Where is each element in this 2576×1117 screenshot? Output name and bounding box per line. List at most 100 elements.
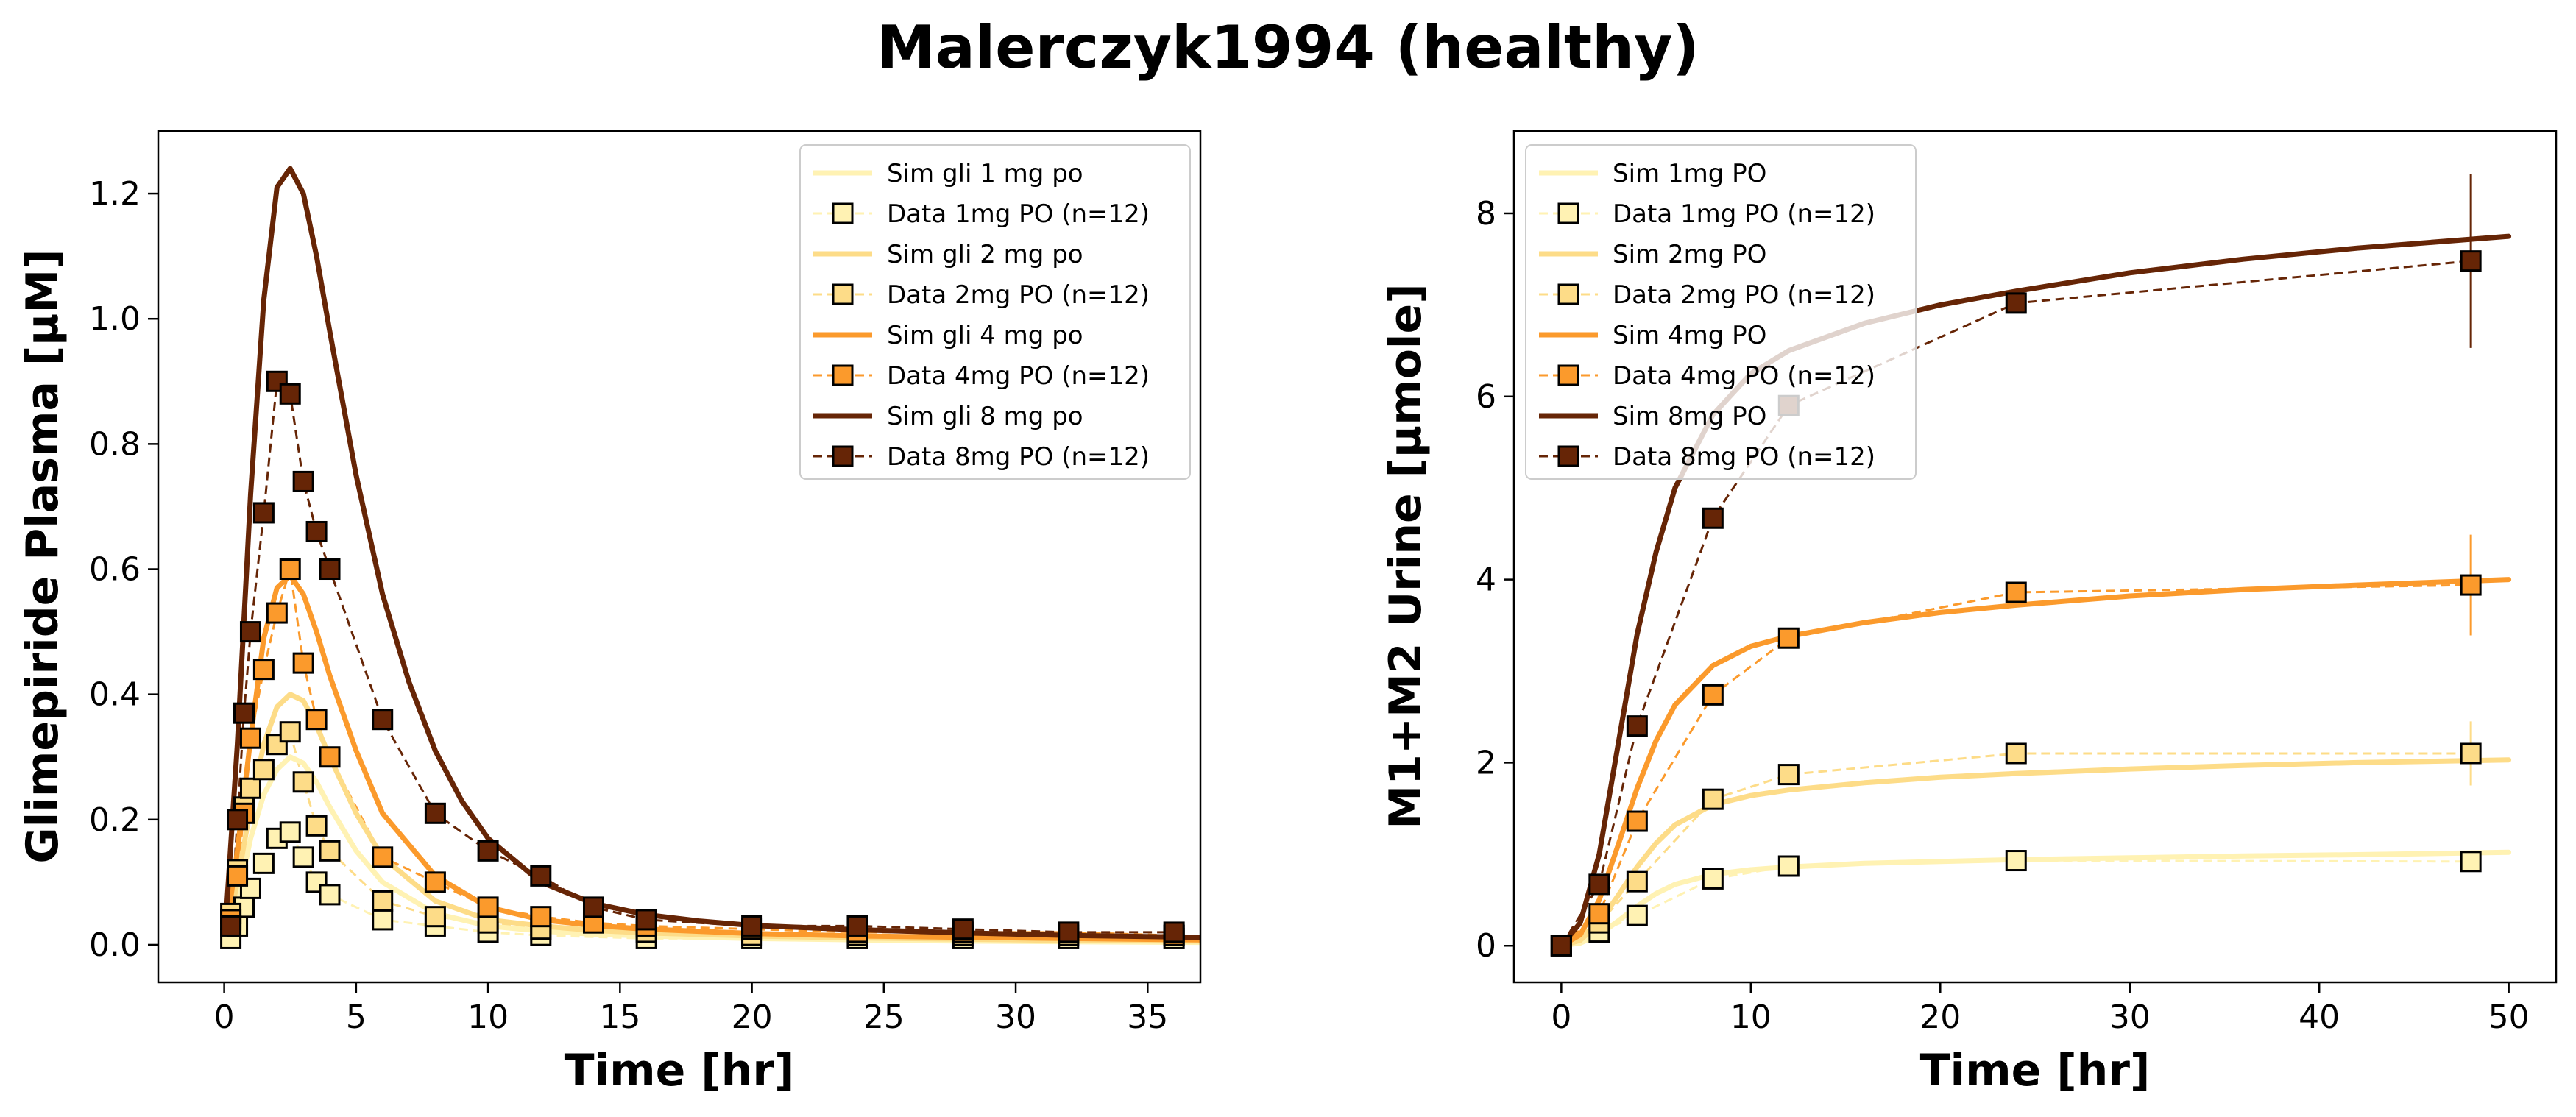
urine-data-point: [1777, 855, 1800, 877]
plasma-legend-label: Sim gli 1 mg po: [887, 159, 1083, 188]
plasma-data-point: [952, 918, 974, 940]
plasma-data-point: [635, 909, 657, 931]
plasma-data-point: [239, 777, 261, 799]
urine-legend-label: Data 8mg PO (n=12): [1613, 442, 1875, 472]
plasma-data-point: [372, 909, 394, 931]
plasma-y-tick-label: 0.0: [89, 926, 141, 964]
urine-data-point: [1588, 873, 1610, 896]
plasma-data-point: [372, 890, 394, 912]
urine-y-tick-label: 2: [1476, 744, 1496, 781]
plasma-x-tick-label: 5: [346, 999, 367, 1036]
plasma-legend-label: Data 2mg PO (n=12): [887, 280, 1150, 310]
plasma-legend-label: Sim gli 4 mg po: [887, 321, 1083, 350]
plasma-data-point: [279, 721, 301, 743]
plasma-y-tick-label: 0.8: [89, 425, 141, 463]
plasma-y-tick-label: 1.0: [89, 300, 141, 338]
plasma-data-point: [292, 470, 314, 492]
plasma-series-layer: [220, 166, 1200, 949]
plasma-data-point: [530, 865, 552, 887]
urine-legend-marker-swatch: [1557, 445, 1579, 467]
urine-data-point: [2005, 292, 2027, 314]
plasma-x-tick-label: 10: [467, 999, 509, 1036]
plasma-legend-label: Sim gli 8 mg po: [887, 402, 1083, 431]
urine-x-axis-label: Time [hr]: [1920, 1045, 2151, 1096]
urine-x-tick-label: 0: [1551, 999, 1571, 1036]
urine-data-point: [1777, 764, 1800, 786]
urine-panel: 0 10 20 30 40 50 0 2 4 6 8 Time [hr] M1+M2 Urine […: [1380, 130, 2558, 1096]
plasma-legend-label: Data 1mg PO (n=12): [887, 199, 1150, 229]
urine-sim-curve: [1558, 849, 2512, 948]
urine-data-point: [1702, 788, 1724, 810]
plasma-data-point: [292, 846, 314, 868]
plasma-data-point: [252, 659, 275, 681]
plasma-legend: Sim gli 1 mg po Data 1mg PO (n=12) Sim gli…: [799, 144, 1191, 480]
plasma-data-point: [227, 865, 249, 887]
urine-ticks-layer: 0 10 20 30 40 50 0 2 4 6 8: [1476, 195, 2530, 1036]
urine-legend-label: Data 4mg PO (n=12): [1613, 361, 1875, 391]
urine-data-point: [1626, 904, 1648, 926]
urine-legend-label: Sim 2mg PO: [1613, 240, 1766, 269]
urine-legend-box: [1525, 144, 1917, 480]
plasma-data-point: [252, 852, 275, 874]
plasma-x-tick-label: 30: [995, 999, 1036, 1036]
urine-x-tick-label: 50: [2488, 999, 2530, 1036]
plasma-legend-label: Sim gli 2 mg po: [887, 240, 1083, 269]
plasma-panel: 0 5 10 15 20 25 30 35 0.0 0.2 0.4 0.6 0.8 1.0 1.2 Time…: [17, 130, 1202, 1096]
plasma-legend-marker-swatch: [832, 202, 854, 224]
plasma-x-tick-label: 0: [214, 999, 235, 1036]
urine-y-tick-label: 4: [1476, 561, 1496, 599]
plasma-data-point: [582, 896, 604, 918]
plasma-data-point: [319, 884, 341, 906]
plasma-data-point: [424, 871, 446, 893]
urine-legend: Sim 1mg PO Data 1mg PO (n=12) Sim 2mg PO Da…: [1525, 144, 1917, 480]
plasma-data-point: [319, 746, 341, 768]
plasma-y-tick-label: 0.2: [89, 801, 141, 839]
urine-plot-frame: [1512, 130, 2558, 984]
plasma-legend-marker-swatch: [832, 283, 854, 305]
urine-x-tick-label: 10: [1730, 999, 1772, 1036]
urine-legend-label: Sim 1mg PO: [1613, 159, 1766, 188]
urine-y-tick-label: 8: [1476, 195, 1496, 233]
plasma-data-point: [1058, 921, 1080, 943]
urine-data-point: [1588, 903, 1610, 925]
plasma-data-point: [252, 759, 275, 781]
plasma-legend-label: Data 4mg PO (n=12): [887, 361, 1150, 391]
plasma-data-point: [279, 558, 301, 581]
urine-y-tick-label: 0: [1476, 927, 1496, 965]
plasma-data-point: [279, 821, 301, 843]
plasma-x-tick-label: 15: [599, 999, 640, 1036]
plasma-x-tick-label: 25: [863, 999, 905, 1036]
plasma-data-point: [424, 802, 446, 824]
plasma-y-tick-label: 0.4: [89, 676, 141, 714]
plasma-data-point: [846, 915, 868, 937]
plasma-legend-marker-swatch: [832, 364, 854, 386]
urine-data-point: [2460, 574, 2482, 596]
plasma-data-point: [741, 915, 763, 937]
plasma-data-point: [266, 370, 288, 392]
urine-x-tick-label: 40: [2299, 999, 2340, 1036]
urine-data-point: [1626, 715, 1648, 737]
urine-data-point: [1702, 684, 1724, 706]
plasma-ticks-layer: 0 5 10 15 20 25 30 35 0.0 0.2 0.4 0.6 0.8 1.0 1.2: [89, 175, 1168, 1036]
urine-legend-label: Sim 4mg PO: [1613, 321, 1766, 350]
plasma-data-point: [305, 709, 328, 731]
plasma-data-point: [477, 840, 499, 862]
figure-title: Malerczyk1994 (healthy): [877, 13, 1699, 82]
urine-legend-label: Sim 8mg PO: [1613, 402, 1766, 431]
urine-data-point: [2005, 742, 2027, 765]
urine-sim-curve: [1558, 577, 2512, 948]
plasma-data-point: [319, 558, 341, 581]
plasma-data-point: [292, 652, 314, 674]
urine-legend-label: Data 1mg PO (n=12): [1613, 199, 1875, 229]
plasma-data-point: [372, 846, 394, 868]
plasma-data-point: [239, 621, 261, 643]
plasma-plot-frame: [157, 130, 1202, 984]
urine-data-point: [2005, 850, 2027, 872]
urine-data-point: [1550, 935, 1572, 957]
plasma-x-tick-label: 20: [732, 999, 773, 1036]
plasma-data-point: [477, 896, 499, 918]
plasma-plot-area: [220, 166, 1200, 949]
urine-y-axis-label: M1+M2 Urine [µmole]: [1380, 283, 1432, 829]
urine-legend-marker-swatch: [1557, 202, 1579, 224]
plasma-x-tick-label: 35: [1127, 999, 1168, 1036]
